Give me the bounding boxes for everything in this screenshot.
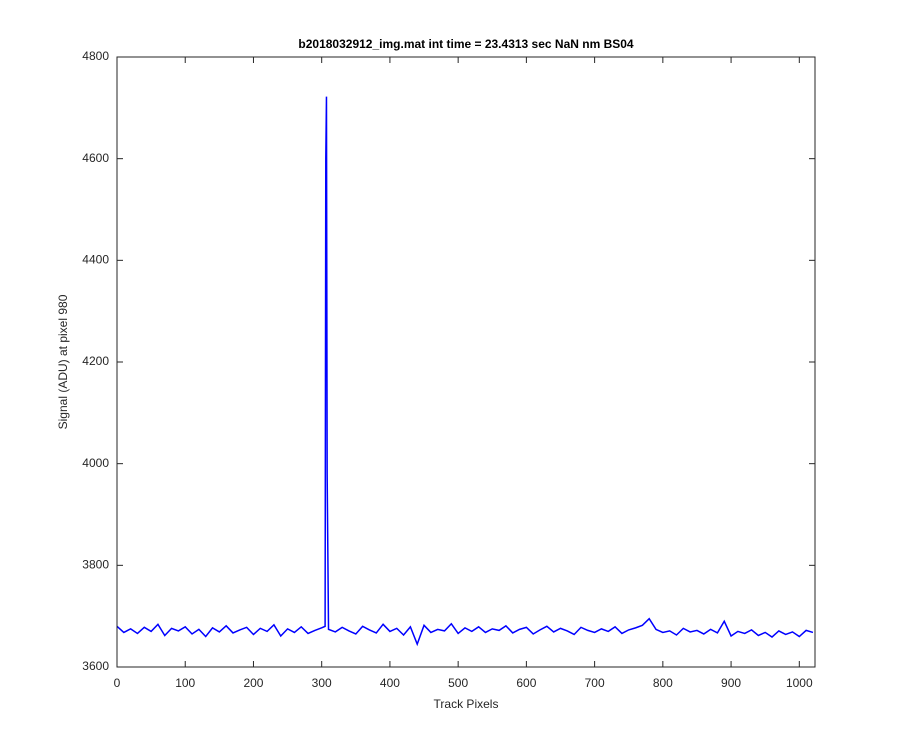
x-tick-label: 300 [312, 676, 332, 690]
x-tick-label: 600 [516, 676, 536, 690]
x-tick-label: 900 [721, 676, 741, 690]
y-tick-label: 3800 [82, 558, 109, 572]
x-tick-label: 200 [243, 676, 263, 690]
x-tick-label: 1000 [786, 676, 813, 690]
plot-frame [116, 56, 816, 668]
x-tick-label: 700 [585, 676, 605, 690]
y-tick-label: 4000 [82, 456, 109, 470]
line-series [116, 96, 814, 647]
y-tick-label: 4800 [82, 49, 109, 63]
y-tick-label: 3600 [82, 659, 109, 673]
x-tick-label: 500 [448, 676, 468, 690]
x-axis-label: Track Pixels [434, 697, 499, 711]
x-tick-label: 400 [380, 676, 400, 690]
x-tick-label: 100 [175, 676, 195, 690]
y-axis-label: Signal (ADU) at pixel 980 [56, 294, 70, 429]
y-tick-label: 4400 [82, 253, 109, 267]
x-tick-label: 0 [114, 676, 121, 690]
chart-title: b2018032912_img.mat int time = 23.4313 s… [298, 37, 634, 51]
y-tick-label: 4200 [82, 354, 109, 368]
x-tick-label: 800 [653, 676, 673, 690]
y-tick-label: 4600 [82, 151, 109, 165]
